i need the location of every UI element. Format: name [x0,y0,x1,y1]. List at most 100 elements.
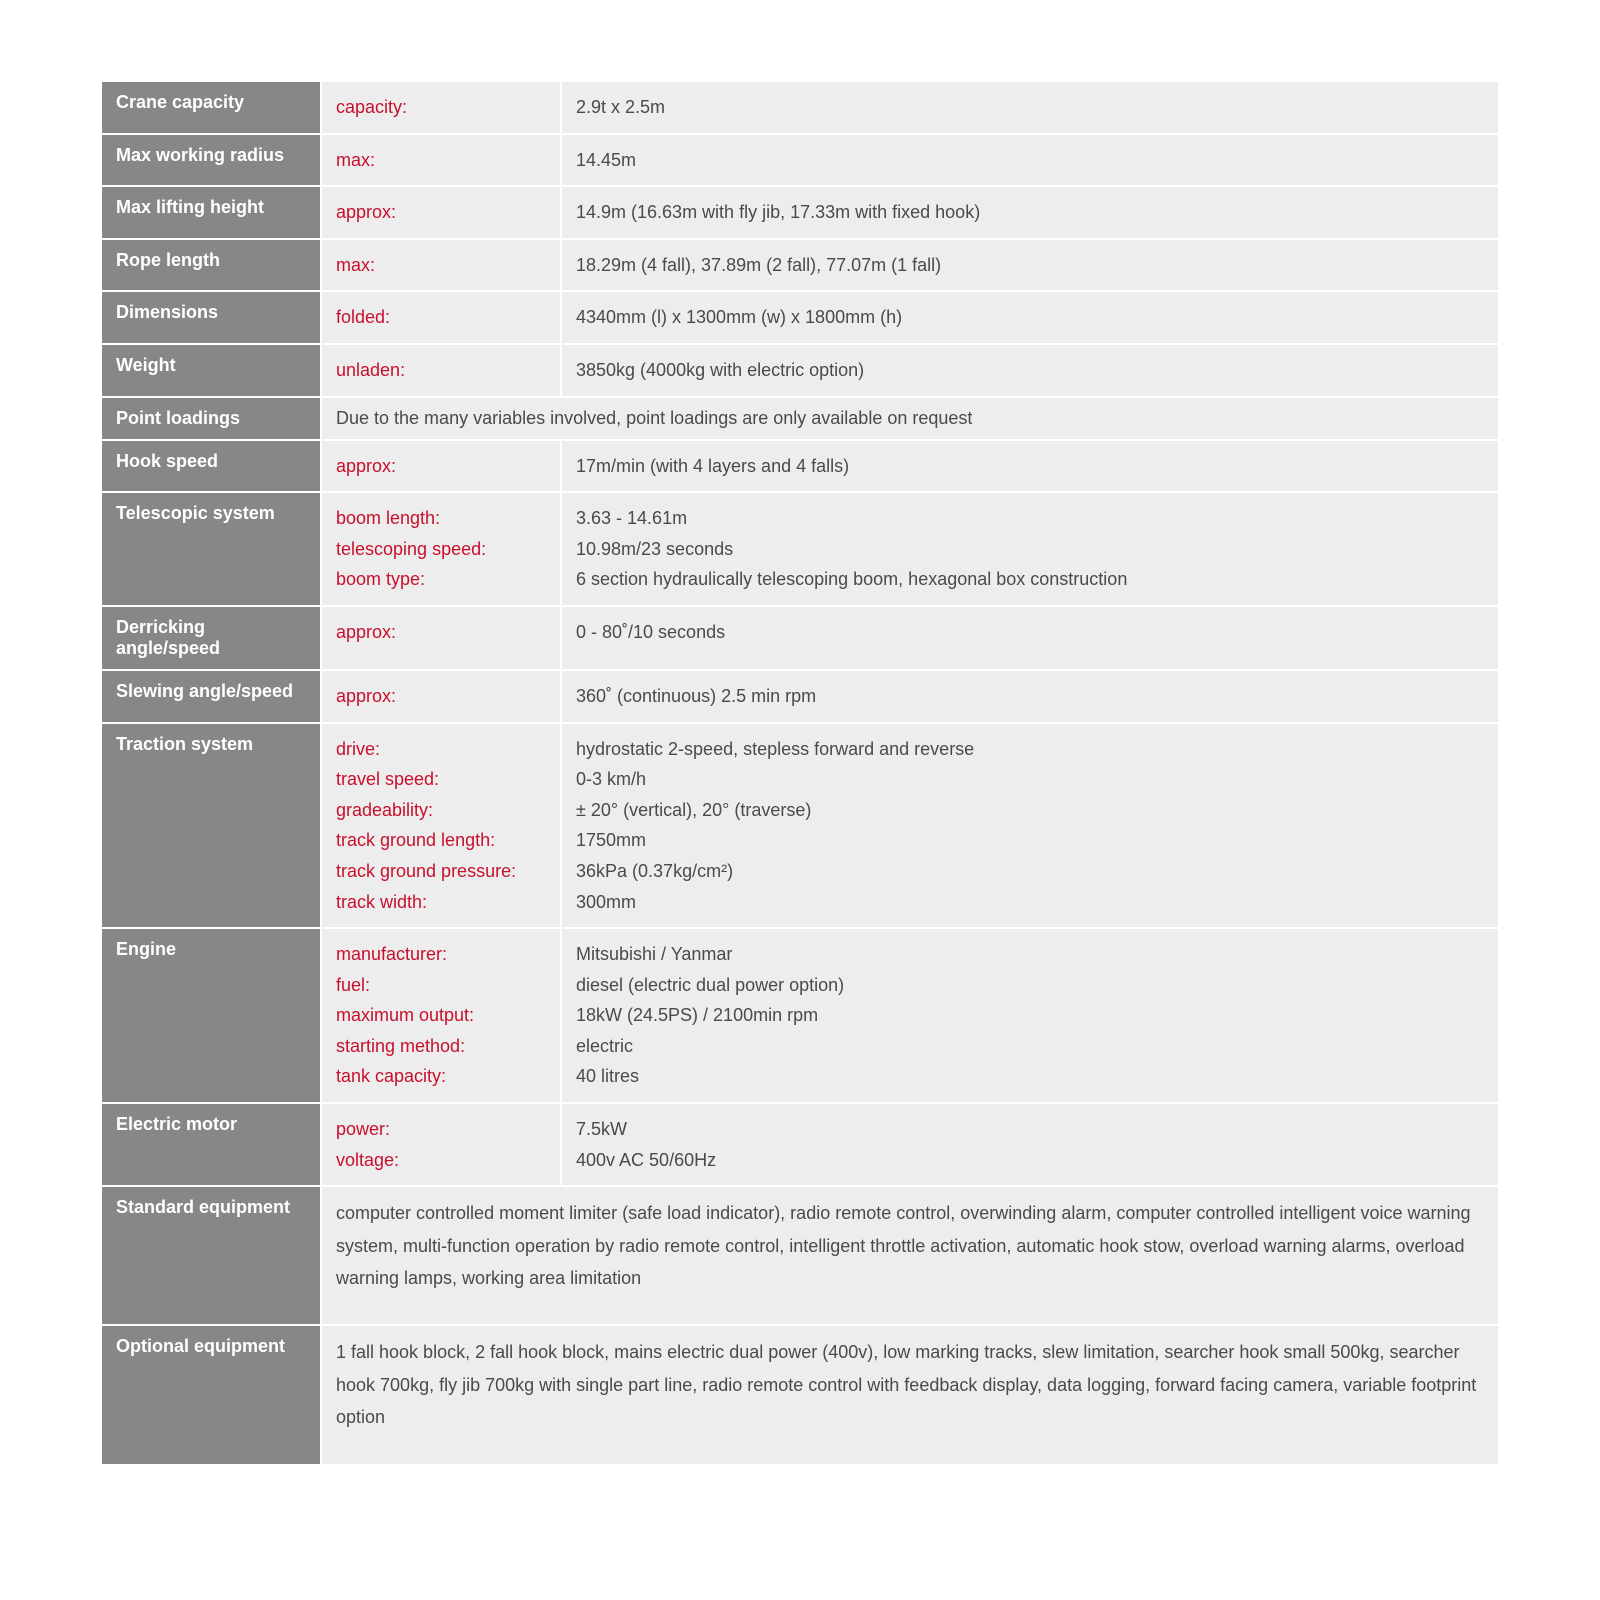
row-keys: unladen: [321,344,561,397]
spec-value: 14.9m (16.63m with fly jib, 17.33m with … [576,197,1484,228]
row-values: 3.63 - 14.61m10.98m/23 seconds6 section … [561,492,1499,606]
table-row: Optional equipment1 fall hook block, 2 f… [101,1325,1499,1464]
spec-value: 3.63 - 14.61m [576,503,1484,534]
table-row: Derricking angle/speed approx: 0 - 80˚/10 … [101,606,1499,670]
row-keys: manufacturer:fuel:maximum output:startin… [321,928,561,1103]
row-keys: approx: [321,670,561,723]
spec-key: track width: [336,887,546,918]
spec-key: gradeability: [336,795,546,826]
spec-value: 0-3 km/h [576,764,1484,795]
row-label: Engine [101,928,321,1103]
spec-key: unladen: [336,355,546,386]
row-values: 360˚ (continuous) 2.5 min rpm [561,670,1499,723]
row-keys: folded: [321,291,561,344]
spec-value: 1750mm [576,825,1484,856]
spec-key: boom length: [336,503,546,534]
row-values: 14.9m (16.63m with fly jib, 17.33m with … [561,186,1499,239]
row-keys: approx: [321,186,561,239]
spec-value: 3850kg (4000kg with electric option) [576,355,1484,386]
spec-value: electric [576,1031,1484,1062]
spec-value: 0 - 80˚/10 seconds [576,617,1484,648]
spec-key: starting method: [336,1031,546,1062]
spec-key: capacity: [336,92,546,123]
row-label: Point loadings [101,397,321,440]
row-label: Dimensions [101,291,321,344]
spec-value: 40 litres [576,1061,1484,1092]
spec-key: fuel: [336,970,546,1001]
spec-key: manufacturer: [336,939,546,970]
row-keys: boom length:telescoping speed:boom type: [321,492,561,606]
row-values: hydrostatic 2-speed, stepless forward an… [561,723,1499,929]
spec-value: 17m/min (with 4 layers and 4 falls) [576,451,1484,482]
row-keys: power:voltage: [321,1103,561,1186]
row-label: Electric motor [101,1103,321,1186]
table-row: Telescopic systemboom length:telescoping… [101,492,1499,606]
row-keys: max: [321,239,561,292]
spec-value: Mitsubishi / Yanmar [576,939,1484,970]
row-wide-value: computer controlled moment limiter (safe… [321,1186,1499,1325]
spec-value: 18kW (24.5PS) / 2100min rpm [576,1000,1484,1031]
spec-key: travel speed: [336,764,546,795]
table-row: Traction system drive:travel speed:gradea… [101,723,1499,929]
row-label: Slewing angle/speed [101,670,321,723]
spec-key: boom type: [336,564,546,595]
spec-key: drive: [336,734,546,765]
row-values: 14.45m [561,134,1499,187]
row-keys: approx: [321,606,561,670]
row-keys: max: [321,134,561,187]
row-values: 4340mm (l) x 1300mm (w) x 1800mm (h) [561,291,1499,344]
row-label: Hook speed [101,440,321,493]
table-row: Slewing angle/speed approx: 360˚ (continuo… [101,670,1499,723]
spec-key: max: [336,250,546,281]
spec-value: 6 section hydraulically telescoping boom… [576,564,1484,595]
table-row: Hook speed approx: 17m/min (with 4 layers … [101,440,1499,493]
spec-key: tank capacity: [336,1061,546,1092]
table-row: Max working radius max: 14.45m [101,134,1499,187]
table-row: Crane capacity capacity: 2.9t x 2.5m [101,81,1499,134]
spec-value: diesel (electric dual power option) [576,970,1484,1001]
row-label: Telescopic system [101,492,321,606]
spec-body: Crane capacity capacity: 2.9t x 2.5m Max wo… [101,81,1499,1465]
table-row: Point loadingsDue to the many variables … [101,397,1499,440]
row-label: Crane capacity [101,81,321,134]
spec-key: max: [336,145,546,176]
spec-key: voltage: [336,1145,546,1176]
row-values: 0 - 80˚/10 seconds [561,606,1499,670]
row-label: Rope length [101,239,321,292]
spec-key: track ground pressure: [336,856,546,887]
row-wide-value: Due to the many variables involved, poin… [321,397,1499,440]
row-label: Optional equipment [101,1325,321,1464]
spec-value: 36kPa (0.37kg/cm²) [576,856,1484,887]
table-row: Weightunladen:3850kg (4000kg with electr… [101,344,1499,397]
spec-key: telescoping speed: [336,534,546,565]
spec-key: approx: [336,451,546,482]
table-row: Dimensions folded: 4340mm (l) x 1300mm (w)… [101,291,1499,344]
spec-key: approx: [336,197,546,228]
row-values: 18.29m (4 fall), 37.89m (2 fall), 77.07m… [561,239,1499,292]
spec-value: 18.29m (4 fall), 37.89m (2 fall), 77.07m… [576,250,1484,281]
row-label: Max working radius [101,134,321,187]
row-label: Derricking angle/speed [101,606,321,670]
spec-key: approx: [336,681,546,712]
spec-key: maximum output: [336,1000,546,1031]
row-values: 3850kg (4000kg with electric option) [561,344,1499,397]
spec-value: 4340mm (l) x 1300mm (w) x 1800mm (h) [576,302,1484,333]
spec-key: folded: [336,302,546,333]
row-values: 7.5kW400v AC 50/60Hz [561,1103,1499,1186]
spec-value: 14.45m [576,145,1484,176]
row-values: Mitsubishi / Yanmardiesel (electric dual… [561,928,1499,1103]
spec-key: approx: [336,617,546,648]
spec-value: hydrostatic 2-speed, stepless forward an… [576,734,1484,765]
spec-key: power: [336,1114,546,1145]
spec-value: 2.9t x 2.5m [576,92,1484,123]
row-label: Standard equipment [101,1186,321,1325]
spec-value: 360˚ (continuous) 2.5 min rpm [576,681,1484,712]
spec-value: 7.5kW [576,1114,1484,1145]
table-row: Electric motorpower:voltage:7.5kW400v AC… [101,1103,1499,1186]
spec-value: ± 20° (vertical), 20° (traverse) [576,795,1484,826]
row-label: Traction system [101,723,321,929]
row-keys: approx: [321,440,561,493]
spec-table: Crane capacity capacity: 2.9t x 2.5m Max wo… [100,80,1500,1466]
row-values: 2.9t x 2.5m [561,81,1499,134]
spec-value: 300mm [576,887,1484,918]
